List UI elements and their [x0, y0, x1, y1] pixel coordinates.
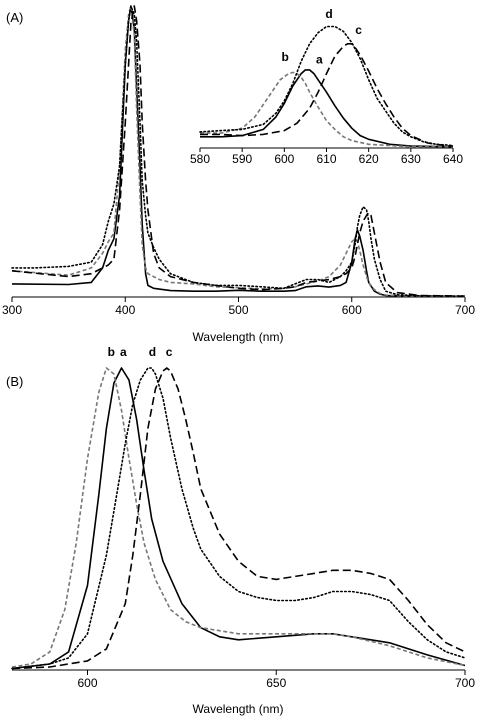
- inset-series-d: [199, 25, 454, 147]
- panel-a-curves: [11, 5, 466, 298]
- inset-curves: [199, 25, 454, 148]
- inset-tick-label-600: 600: [274, 152, 294, 166]
- inset-tick-label-590: 590: [232, 152, 252, 166]
- panel-a-tick-label-300: 300: [2, 303, 22, 317]
- panel-b-x-axis-label: Wavelength (nm): [193, 702, 284, 716]
- inset-curve-label-b: b: [282, 50, 289, 64]
- panel-a-tick-label-600: 600: [342, 303, 362, 317]
- inset-tick-label-610: 610: [316, 152, 336, 166]
- panel-a-inset: 580 590 600 610 620 630 640 a b c d: [190, 7, 463, 166]
- inset-tick-label-630: 630: [401, 152, 421, 166]
- panel-b-series-c: [11, 367, 466, 670]
- panel-a-tick-label-700: 700: [455, 303, 475, 317]
- panel-b-curves: [11, 367, 466, 670]
- inset-series-b: [200, 71, 453, 148]
- panel-a-x-ticks: 300 400 500 600 700: [2, 297, 475, 317]
- inset-curve-labels: a b c d: [282, 7, 363, 67]
- panel-a-series-a: [11, 5, 466, 298]
- panel-a-label: (A): [6, 10, 23, 25]
- panel-b-curve-label-b: b: [108, 345, 115, 359]
- panel-a-tick-label-500: 500: [228, 303, 248, 317]
- panel-b-tick-label-600: 600: [77, 676, 97, 690]
- inset-curve-label-a: a: [316, 53, 323, 67]
- inset-curve-label-d: d: [325, 7, 332, 21]
- panel-b-curve-label-d: d: [149, 345, 156, 359]
- panel-b-x-ticks: 600 650 700: [77, 670, 475, 690]
- inset-curve-label-c: c: [355, 23, 362, 37]
- inset-tick-label-640: 640: [443, 152, 463, 166]
- panel-a-series-d: [11, 5, 466, 297]
- inset-tick-label-620: 620: [359, 152, 379, 166]
- inset-series-a: [200, 69, 454, 148]
- panel-b-label: (B): [6, 374, 23, 389]
- panel-a: (A) 300 400 500 600 700 Wavelength (nm) 580 5…: [2, 5, 475, 344]
- panel-b-curve-label-a: a: [120, 345, 127, 359]
- inset-series-c: [200, 43, 454, 147]
- panel-a-x-axis-label: Wavelength (nm): [193, 330, 284, 344]
- panel-b-tick-label-650: 650: [266, 676, 286, 690]
- panel-b-tick-label-700: 700: [455, 676, 475, 690]
- panel-b-series-b: [11, 367, 466, 668]
- panel-b-series-d: [11, 367, 466, 670]
- inset-x-ticks: 580 590 600 610 620 630 640: [190, 148, 463, 166]
- panel-b-curve-label-c: c: [166, 345, 173, 359]
- panel-a-series-c: [11, 5, 466, 297]
- inset-tick-label-580: 580: [190, 152, 210, 166]
- panel-a-tick-label-400: 400: [115, 303, 135, 317]
